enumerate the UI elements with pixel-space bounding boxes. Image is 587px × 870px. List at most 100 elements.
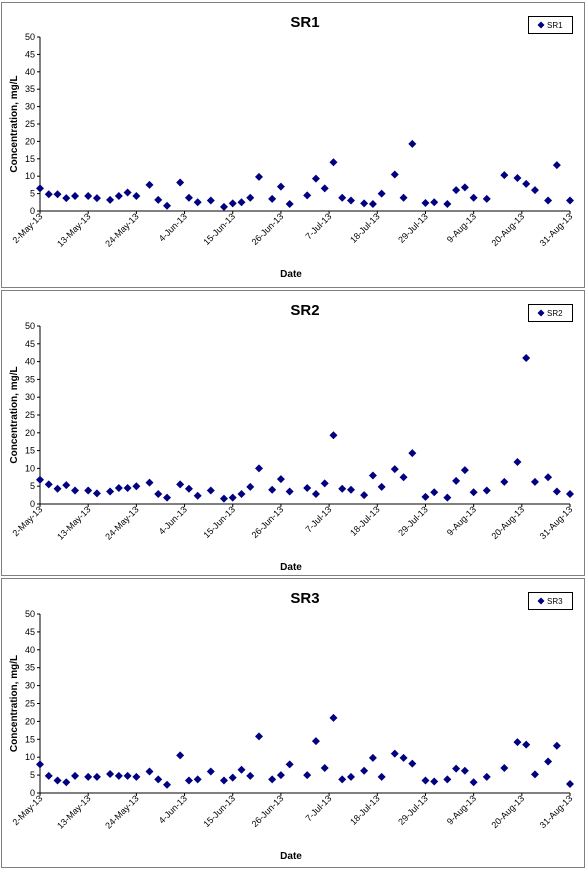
data-point xyxy=(53,776,62,785)
chart-title: SR1 xyxy=(290,14,319,31)
data-point xyxy=(276,182,285,191)
chart-border xyxy=(1,578,585,868)
data-point xyxy=(338,775,347,784)
data-point xyxy=(84,192,93,201)
data-point xyxy=(44,480,53,489)
chart-border xyxy=(1,290,585,576)
data-point xyxy=(377,189,386,198)
data-point xyxy=(114,192,123,201)
data-point xyxy=(320,763,329,772)
x-axis-label: Date xyxy=(280,562,302,573)
data-point xyxy=(377,482,386,491)
data-point xyxy=(311,174,320,183)
y-tick-label: 35 xyxy=(25,374,35,384)
data-point xyxy=(163,493,172,502)
data-point xyxy=(360,199,369,208)
y-tick-label: 50 xyxy=(25,32,35,42)
data-point xyxy=(184,484,193,493)
data-point xyxy=(329,158,338,167)
x-axis-label: Date xyxy=(280,851,302,862)
data-point xyxy=(176,751,185,760)
y-tick-label: 25 xyxy=(25,410,35,420)
y-tick-label: 50 xyxy=(25,609,35,619)
data-point xyxy=(303,771,312,780)
data-point xyxy=(522,354,531,363)
y-tick-label: 20 xyxy=(25,716,35,726)
data-point xyxy=(544,473,553,482)
data-point xyxy=(106,487,115,496)
data-point xyxy=(469,193,478,202)
y-tick-label: 0 xyxy=(30,206,35,216)
data-point xyxy=(482,772,491,781)
y-tick-label: 10 xyxy=(25,171,35,181)
data-point xyxy=(92,194,101,203)
data-point xyxy=(346,196,355,205)
legend-marker-icon xyxy=(537,309,545,317)
data-point xyxy=(460,766,469,775)
data-point xyxy=(368,471,377,480)
data-point xyxy=(154,775,163,784)
data-point xyxy=(163,780,172,789)
legend: SR1 xyxy=(528,16,573,34)
y-tick-label: 30 xyxy=(25,392,35,402)
data-point xyxy=(443,200,452,209)
data-point xyxy=(44,190,53,199)
data-point xyxy=(84,772,93,781)
data-point xyxy=(36,184,44,193)
y-tick-label: 5 xyxy=(30,481,35,491)
legend-box xyxy=(528,592,573,610)
data-point xyxy=(311,737,320,746)
data-point xyxy=(338,193,347,202)
data-point xyxy=(145,478,154,487)
y-tick-label: 0 xyxy=(30,788,35,798)
data-point xyxy=(53,484,62,493)
y-tick-label: 40 xyxy=(25,357,35,367)
legend-marker-icon xyxy=(537,597,545,605)
data-point xyxy=(285,200,294,209)
data-point xyxy=(421,492,430,501)
data-point xyxy=(530,186,539,195)
data-point xyxy=(176,178,185,187)
data-point xyxy=(114,483,123,492)
data-point xyxy=(368,200,377,209)
data-point xyxy=(390,465,399,474)
data-point xyxy=(399,473,408,482)
legend-label: SR2 xyxy=(547,309,563,318)
data-point xyxy=(452,764,461,773)
y-tick-label: 0 xyxy=(30,499,35,509)
data-point xyxy=(360,491,369,500)
y-tick-label: 5 xyxy=(30,770,35,780)
data-point xyxy=(303,191,312,200)
data-point xyxy=(246,193,255,202)
data-point xyxy=(228,199,237,208)
data-point xyxy=(154,195,163,204)
data-point xyxy=(219,776,228,785)
data-point xyxy=(443,493,452,502)
data-point xyxy=(544,757,553,766)
data-point xyxy=(184,193,193,202)
y-axis-label: Concentration, mg/L xyxy=(9,366,20,463)
data-point xyxy=(513,173,522,182)
data-point xyxy=(311,490,320,499)
data-point xyxy=(228,493,237,502)
data-point xyxy=(145,180,154,189)
data-point xyxy=(421,198,430,207)
y-tick-label: 30 xyxy=(25,681,35,691)
data-point xyxy=(530,770,539,779)
data-point xyxy=(399,753,408,762)
data-point xyxy=(193,491,202,500)
legend: SR2 xyxy=(528,304,573,322)
y-tick-label: 25 xyxy=(25,119,35,129)
y-tick-label: 30 xyxy=(25,102,35,112)
data-point xyxy=(482,486,491,495)
data-point xyxy=(237,198,246,207)
data-point xyxy=(268,775,277,784)
data-point xyxy=(255,172,264,181)
data-point xyxy=(53,190,62,199)
data-point xyxy=(338,484,347,493)
data-point xyxy=(206,196,215,205)
y-tick-label: 35 xyxy=(25,84,35,94)
data-point xyxy=(552,487,561,496)
